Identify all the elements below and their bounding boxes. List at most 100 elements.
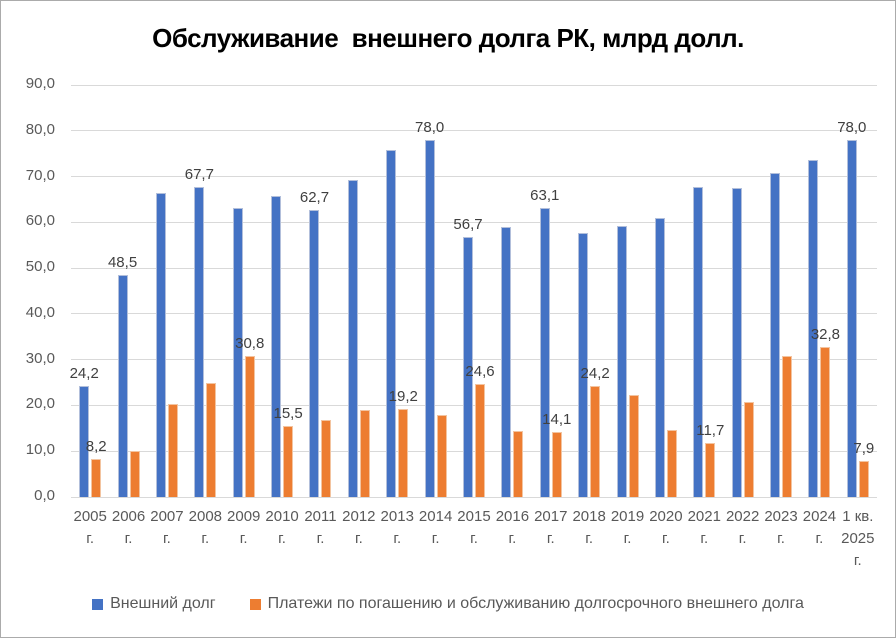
x-tick-label: 2014 г. [418, 508, 453, 547]
bar-external-debt-2018 г. [578, 233, 589, 497]
legend-swatch-icon [249, 598, 261, 610]
x-tick-label: 2013 г. [380, 508, 414, 547]
bar-payments-2022 г. [743, 402, 754, 497]
x-tick-label: 2012 г. [342, 508, 376, 547]
data-label: 32,8 [810, 326, 841, 343]
bar-external-debt-2010 г. [271, 196, 282, 497]
legend-label: Внешний долг [110, 595, 216, 612]
y-tick-label: 70,0 [25, 166, 55, 184]
x-axis-line [71, 496, 877, 498]
bar-payments-2020 г. [666, 430, 677, 497]
bar-payments-2024 г. [820, 347, 831, 497]
bar-external-debt-2013 г. [386, 150, 397, 497]
x-tick-label: 2018 г. [572, 508, 606, 547]
legend-item-payments: Платежи по погашению и обслуживанию долг… [249, 595, 804, 613]
gridline [71, 313, 877, 315]
x-axis: 2005 г. 2006 г. 2007 г. 2008 г. 2009 г. 2010 г. 2011… [71, 506, 877, 578]
bar-payments-2006 г. [129, 451, 140, 497]
y-axis: 90,0 80,0 70,0 60,0 50,0 40,0 30,0 20,0 10,0 0,0 [1, 75, 61, 504]
bar-external-debt-2019 г. [616, 226, 627, 497]
data-label: 78,0 [837, 119, 867, 136]
y-tick-label: 80,0 [25, 120, 55, 138]
x-tick-label: 2016 г. [495, 508, 530, 547]
bar-payments-1 кв. 2025 г. [858, 461, 869, 497]
x-tick-label: 2011 г. [304, 508, 337, 547]
bar-payments-2015 г. [475, 384, 485, 497]
gridline [71, 130, 877, 132]
x-tick-label: 2017 г. [534, 508, 568, 547]
x-tick-label: 2023 г. [764, 508, 798, 547]
bar-payments-2011 г. [321, 420, 332, 497]
bar-payments-2010 г. [283, 426, 294, 497]
y-tick-label: 20,0 [25, 395, 55, 413]
x-tick-label: 2009 г. [227, 508, 261, 547]
gridline [71, 221, 877, 223]
bar-payments-2016 г. [513, 431, 524, 497]
gridline [71, 84, 877, 86]
x-tick-label: 2021 г. [687, 508, 721, 547]
chart-title: Обслуживание внешнего долга РК, млрд дол… [152, 23, 744, 53]
data-label: 24,2 [580, 365, 610, 382]
gridline [71, 450, 877, 452]
data-label: 19,2 [388, 388, 418, 405]
data-label: 14,1 [542, 411, 572, 428]
x-tick-label: 1 кв. 2025 г. [841, 508, 875, 569]
data-label: 24,6 [465, 363, 495, 380]
y-tick-label: 10,0 [25, 441, 55, 459]
bar-external-debt-2017 г. [539, 208, 550, 497]
x-tick-label: 2015 г. [457, 508, 491, 547]
bar-external-debt-2023 г. [770, 173, 781, 497]
bar-external-debt-2009 г. [232, 208, 243, 497]
bar-payments-2023 г. [782, 356, 793, 497]
bar-external-debt-1 кв. 2025 г. [846, 140, 857, 497]
y-tick-label: 0,0 [34, 487, 55, 504]
x-tick-label: 2020 г. [649, 508, 683, 547]
bar-external-debt-2021 г. [693, 187, 704, 497]
bar-payments-2005 г. [91, 459, 102, 497]
legend-item-external-debt: Внешний долг [92, 595, 216, 613]
bar-external-debt-2008 г. [194, 187, 205, 497]
bar-external-debt-2015 г. [463, 237, 473, 497]
data-label: 62,7 [299, 189, 330, 206]
y-tick-label: 60,0 [25, 212, 55, 230]
x-tick-label: 2010 г. [265, 508, 299, 547]
bar-payments-2008 г. [206, 383, 217, 497]
bar-external-debt-2022 г. [731, 188, 742, 497]
data-label: 56,7 [453, 216, 483, 233]
bar-payments-2007 г. [167, 404, 178, 497]
x-tick-label: 2007 г. [150, 508, 184, 547]
gridline [71, 359, 877, 361]
data-label: 11,7 [696, 422, 725, 439]
data-label: 67,7 [184, 166, 214, 183]
plot-area: 24,2 48,5 67,7 62,7 78,0 56,7 63,1 78,0 8,2 30,8 1… [69, 84, 877, 498]
x-tick-label: 2008 г. [188, 508, 223, 547]
bar-external-debt-2007 г. [155, 193, 166, 497]
bar-external-debt-2016 г. [501, 227, 512, 497]
bar-external-debt-2014 г. [424, 140, 435, 497]
bar-external-debt-2012 г. [347, 180, 358, 497]
y-tick-label: 40,0 [25, 303, 55, 321]
gridline [71, 176, 877, 178]
bar-external-debt-2006 г. [117, 275, 128, 497]
bar-payments-2009 г. [244, 356, 255, 497]
y-tick-label: 30,0 [25, 349, 55, 367]
x-tick-label: 2019 г. [610, 508, 645, 547]
x-tick-label: 2024 г. [802, 508, 837, 547]
bar-payments-2019 г. [628, 395, 639, 497]
legend: Внешний долг Платежи по погашению и обслу… [1, 595, 895, 613]
bar-external-debt-2005 г. [79, 386, 90, 497]
data-label: 30,8 [235, 335, 265, 352]
gridline [71, 267, 877, 269]
bar-payments-2018 г. [590, 386, 601, 497]
y-tick-label: 90,0 [25, 75, 55, 92]
data-label: 15,5 [273, 405, 303, 422]
bar-external-debt-2011 г. [309, 210, 320, 497]
x-tick-label: 2006 г. [111, 508, 146, 547]
bar-external-debt-2024 г. [808, 160, 819, 497]
legend-label: Платежи по погашению и обслуживанию долг… [267, 595, 804, 612]
data-label: 8,2 [85, 438, 107, 455]
data-label: 48,5 [107, 254, 138, 271]
data-label: 24,2 [69, 365, 99, 382]
bar-payments-2017 г. [551, 432, 562, 497]
